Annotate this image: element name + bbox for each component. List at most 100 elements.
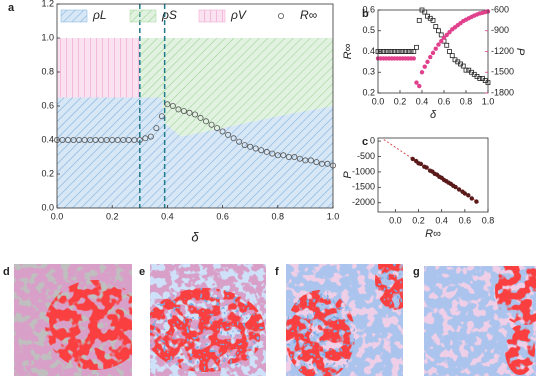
legend-label: R∞ bbox=[300, 8, 318, 22]
x-axis-label: R∞ bbox=[425, 228, 441, 240]
plot-c: 0.0 0.2 0.4 0.6 0.8 0 -500 -1000 -1500 -2000 c R∞ P bbox=[342, 135, 494, 239]
legend-swatch bbox=[129, 9, 157, 23]
plot-a: 0.0 0.2 0.4 0.6 0.8 1.0 0.0 0.2 0.4 0.6 0.8 1.0 1.2 a… bbox=[8, 0, 339, 244]
x-tick-label: 0.0 bbox=[51, 211, 64, 221]
x-tick-label: 0.6 bbox=[216, 211, 229, 221]
legend-label: ρL bbox=[92, 8, 107, 22]
x-tick-label: 0.6 bbox=[459, 215, 472, 225]
point bbox=[269, 150, 276, 157]
point bbox=[453, 184, 458, 190]
point bbox=[436, 28, 441, 34]
y-tick-label: 0.8 bbox=[41, 66, 54, 76]
point bbox=[197, 114, 204, 121]
point bbox=[400, 49, 406, 54]
x-tick-label: 0.0 bbox=[389, 215, 402, 225]
x-axis-label: δ bbox=[430, 109, 437, 121]
point bbox=[381, 49, 386, 54]
point bbox=[142, 135, 149, 142]
point bbox=[169, 103, 176, 110]
point bbox=[147, 133, 154, 140]
x-tick-label: 0.8 bbox=[460, 96, 473, 106]
y-tick-label: 0.4 bbox=[362, 46, 375, 56]
point bbox=[136, 136, 143, 143]
x-tick-label: 1.0 bbox=[327, 211, 340, 221]
point bbox=[158, 113, 165, 120]
point bbox=[280, 152, 287, 159]
point bbox=[447, 29, 452, 35]
y-tick-label: 1.0 bbox=[41, 32, 54, 42]
image-e bbox=[150, 264, 266, 376]
legend-label: ρV bbox=[230, 8, 247, 22]
panel-label: d bbox=[3, 266, 10, 278]
point bbox=[153, 125, 160, 132]
point bbox=[296, 155, 303, 162]
point bbox=[447, 49, 452, 54]
panel-label: e bbox=[139, 266, 145, 278]
y-tick-label: 0.6 bbox=[41, 100, 54, 110]
area bbox=[57, 38, 140, 98]
point bbox=[403, 49, 408, 54]
point bbox=[456, 187, 462, 192]
point bbox=[247, 143, 254, 150]
point bbox=[175, 106, 182, 113]
point bbox=[313, 159, 320, 166]
point bbox=[466, 193, 471, 198]
point bbox=[419, 70, 425, 75]
point bbox=[460, 63, 466, 69]
area bbox=[139, 38, 333, 137]
x-tick-label: 0.4 bbox=[435, 215, 448, 225]
legend-swatch bbox=[60, 9, 88, 23]
point bbox=[430, 50, 436, 56]
point bbox=[469, 196, 474, 201]
plot-frame bbox=[377, 137, 489, 213]
x-axis-label: δ bbox=[191, 229, 199, 244]
point bbox=[180, 108, 187, 115]
y-tick-label: -1000 bbox=[352, 166, 375, 176]
y-tick-label: -1500 bbox=[352, 182, 375, 192]
point bbox=[416, 17, 422, 23]
image-g bbox=[424, 266, 536, 376]
panel-label: b bbox=[362, 8, 369, 20]
x-tick-label: 0.4 bbox=[416, 96, 429, 106]
y-tick-label: -500 bbox=[357, 151, 375, 161]
legend-marker bbox=[277, 12, 284, 19]
image-d bbox=[14, 264, 132, 376]
point bbox=[414, 44, 419, 50]
y-tick-label: 0 bbox=[370, 135, 375, 145]
y2-tick-label: -600 bbox=[491, 4, 509, 14]
point bbox=[433, 46, 438, 51]
y-tick-label: 1.2 bbox=[41, 0, 54, 8]
legend-swatch bbox=[198, 9, 226, 23]
point bbox=[449, 53, 455, 59]
point bbox=[230, 135, 237, 142]
panel-label: f bbox=[275, 266, 279, 278]
point bbox=[444, 32, 449, 38]
point bbox=[411, 49, 417, 54]
point bbox=[263, 148, 270, 155]
y-tick-label: 0.0 bbox=[41, 202, 54, 212]
x-tick-label: 0.6 bbox=[438, 96, 451, 106]
y-axis-label: R∞ bbox=[342, 43, 354, 59]
point bbox=[463, 67, 469, 73]
legend-label: ρS bbox=[161, 8, 177, 22]
y2-axis-label: P bbox=[514, 48, 526, 56]
point bbox=[392, 49, 397, 54]
point bbox=[462, 191, 468, 196]
point bbox=[307, 157, 314, 164]
y-tick-label: 0.2 bbox=[41, 168, 54, 178]
x-tick-label: 0.4 bbox=[161, 211, 174, 221]
point bbox=[411, 56, 416, 61]
point bbox=[418, 161, 424, 167]
plot-b: 0.0 0.2 0.4 0.6 0.8 1.00.20.30.40.50.6-1800-1… bbox=[342, 4, 526, 121]
point bbox=[186, 109, 193, 116]
panel-label: g bbox=[413, 266, 420, 278]
x-tick-label: 0.0 bbox=[372, 96, 385, 106]
point bbox=[389, 49, 395, 54]
point bbox=[439, 38, 444, 44]
point bbox=[441, 35, 447, 40]
x-tick-label: 1.0 bbox=[482, 96, 495, 106]
point bbox=[291, 153, 298, 160]
point bbox=[433, 24, 439, 30]
